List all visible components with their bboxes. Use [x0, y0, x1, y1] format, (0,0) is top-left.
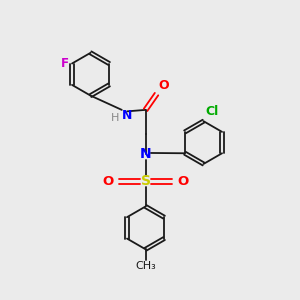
- Text: H: H: [111, 113, 119, 123]
- Text: O: O: [178, 175, 189, 188]
- Text: S: S: [140, 174, 151, 188]
- Text: CH₃: CH₃: [135, 262, 156, 272]
- Text: Cl: Cl: [205, 105, 218, 118]
- Text: N: N: [122, 109, 133, 122]
- Text: O: O: [158, 79, 169, 92]
- Text: N: N: [140, 148, 152, 161]
- Text: F: F: [61, 57, 68, 70]
- Text: O: O: [102, 175, 113, 188]
